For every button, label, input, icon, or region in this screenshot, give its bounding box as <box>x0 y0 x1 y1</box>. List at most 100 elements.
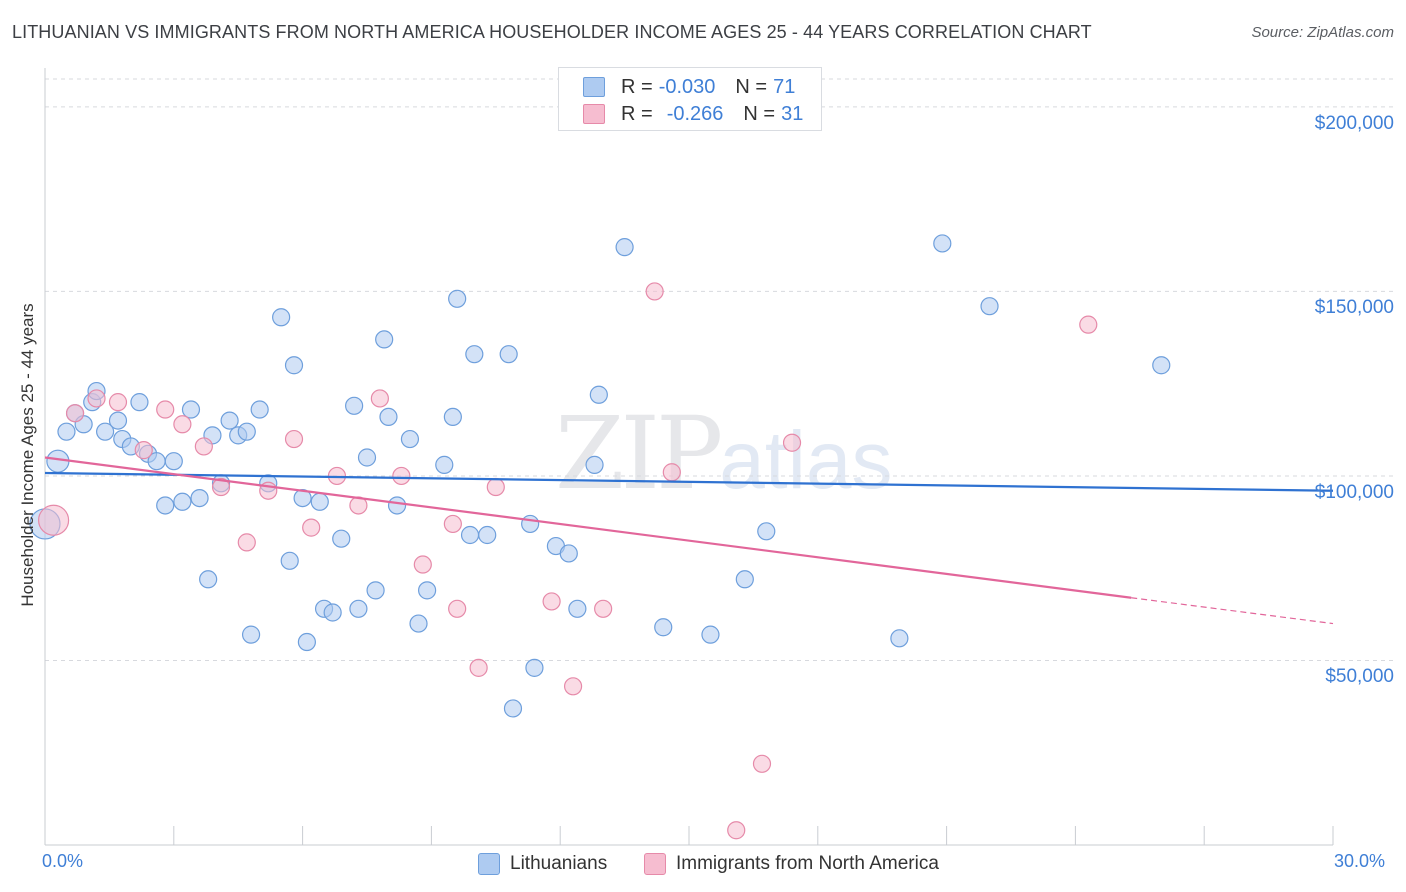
legend-n-value: 31 <box>781 102 804 125</box>
x-tick-label-max: 30.0% <box>1334 851 1386 871</box>
data-point <box>156 496 175 515</box>
data-point <box>130 393 149 412</box>
data-point <box>890 629 909 648</box>
data-point <box>349 599 368 618</box>
data-point <box>499 345 518 364</box>
data-point <box>443 407 462 427</box>
data-point <box>782 433 802 452</box>
data-point <box>735 570 754 589</box>
data-point <box>413 555 432 574</box>
data-point <box>460 525 480 545</box>
data-point <box>65 404 85 423</box>
data-point <box>87 389 106 408</box>
bottom-legend-label: Lithuanians <box>510 853 608 874</box>
data-point <box>134 441 153 460</box>
data-point <box>345 396 364 415</box>
data-point <box>164 452 183 471</box>
legend-swatch-blue <box>583 77 605 97</box>
data-point <box>370 389 389 408</box>
data-point <box>933 234 952 253</box>
data-point <box>727 821 746 840</box>
bottom-legend-swatch-pink <box>644 853 666 875</box>
legend-n-label: N = <box>743 102 776 125</box>
data-point <box>448 289 467 308</box>
data-point <box>250 400 269 419</box>
trend-line-immigrants-extrapolated <box>1131 597 1334 625</box>
data-point <box>293 488 312 508</box>
data-point <box>752 754 772 773</box>
data-point <box>503 699 523 718</box>
data-point <box>37 504 70 536</box>
legend-r-value: -0.266 <box>666 102 724 125</box>
data-point <box>1079 315 1098 334</box>
data-point <box>443 514 462 534</box>
data-point <box>284 356 304 375</box>
data-point <box>654 618 673 637</box>
data-point <box>1152 356 1171 375</box>
data-point <box>156 400 175 419</box>
data-point <box>469 658 488 677</box>
data-point <box>594 599 613 618</box>
data-point <box>400 429 420 449</box>
y-tick-label: $100,000 <box>1314 481 1394 503</box>
gridlines <box>45 78 1396 661</box>
watermark-zip: ZIP <box>555 395 723 512</box>
data-point <box>323 603 342 622</box>
bottom-legend-immigrants: Immigrants from North America <box>644 851 939 877</box>
data-point <box>199 570 218 589</box>
bottom-legend-swatch-blue <box>478 853 500 875</box>
immigrants-points <box>37 282 1098 840</box>
data-point <box>589 385 608 404</box>
trend-line-immigrants <box>44 456 1132 599</box>
data-point <box>366 581 385 600</box>
legend-r-label: R = <box>621 75 653 98</box>
data-point <box>409 614 428 633</box>
data-point <box>486 477 505 497</box>
y-tick-label: $150,000 <box>1314 297 1394 319</box>
axes <box>44 68 1334 846</box>
data-point <box>297 632 316 652</box>
data-point <box>662 463 681 482</box>
data-point <box>190 488 209 508</box>
trend-lines <box>44 456 1334 625</box>
legend-n-label: N = <box>735 75 768 98</box>
data-point <box>645 282 664 301</box>
data-point <box>332 529 351 548</box>
data-point <box>96 422 115 441</box>
legend-n-value: 71 <box>773 75 796 98</box>
data-point <box>757 522 776 541</box>
legend-r-label: R = <box>621 102 653 125</box>
chart-title: LITHUANIAN VS IMMIGRANTS FROM NORTH AMER… <box>12 22 1092 42</box>
data-point <box>310 492 329 511</box>
y-axis-label: Householder Income Ages 25 - 44 years <box>18 303 37 607</box>
data-point <box>357 448 377 467</box>
data-point <box>194 437 213 456</box>
data-point <box>465 345 484 364</box>
data-point <box>418 581 437 600</box>
data-point <box>284 429 304 449</box>
data-point <box>387 496 407 515</box>
data-point <box>272 308 291 327</box>
data-point <box>173 492 192 511</box>
source-credit: Source: ZipAtlas.com <box>1251 24 1394 41</box>
data-point <box>701 625 720 644</box>
data-point <box>173 415 192 434</box>
data-point <box>542 592 561 611</box>
data-point <box>181 400 201 419</box>
data-point <box>980 297 999 316</box>
data-point <box>585 455 604 474</box>
data-point <box>379 407 398 427</box>
trend-line-lithuanians <box>44 471 1334 492</box>
data-point <box>559 544 578 563</box>
legend-swatch-pink <box>583 104 605 124</box>
y-tick-label: $200,000 <box>1314 112 1394 134</box>
data-point <box>375 330 394 349</box>
data-point <box>615 238 634 257</box>
bottom-legend-label: Immigrants from North America <box>676 853 939 874</box>
data-point <box>108 411 128 430</box>
data-point <box>241 625 261 644</box>
watermark: ZIPatlas <box>555 395 893 512</box>
data-point <box>563 677 583 696</box>
data-point <box>478 525 497 545</box>
